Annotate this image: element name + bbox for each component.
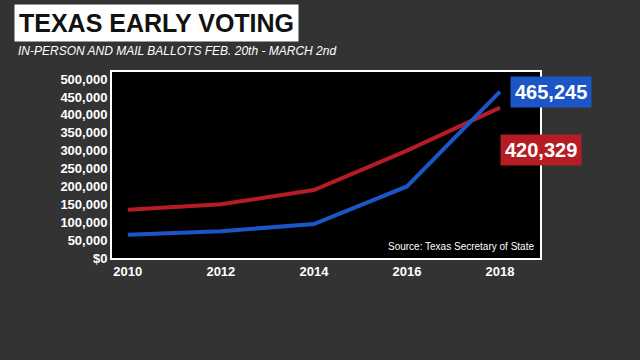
svg-text:400,000: 400,000 (60, 107, 107, 122)
svg-text:2016: 2016 (392, 264, 421, 279)
svg-text:50,000: 50,000 (68, 233, 108, 248)
svg-text:2014: 2014 (299, 264, 329, 279)
svg-text:250,000: 250,000 (60, 161, 107, 176)
svg-text:IN-PERSON AND MAIL BALLOTS FEB: IN-PERSON AND MAIL BALLOTS FEB. 20th - M… (18, 44, 336, 58)
svg-text:Source: Texas Secretary of Sta: Source: Texas Secretary of State (388, 241, 534, 252)
svg-text:465,245: 465,245 (515, 81, 587, 103)
svg-text:$0: $0 (93, 251, 107, 266)
svg-text:2010: 2010 (113, 264, 142, 279)
svg-text:500,000: 500,000 (60, 72, 107, 87)
svg-text:200,000: 200,000 (60, 179, 107, 194)
svg-text:350,000: 350,000 (60, 125, 107, 140)
svg-text:2018: 2018 (486, 264, 515, 279)
svg-text:TEXAS EARLY VOTING: TEXAS EARLY VOTING (19, 9, 294, 37)
svg-text:2012: 2012 (206, 264, 235, 279)
svg-text:150,000: 150,000 (60, 197, 107, 212)
svg-text:420,329: 420,329 (505, 139, 577, 161)
svg-text:450,000: 450,000 (60, 90, 107, 105)
svg-text:100,000: 100,000 (60, 215, 107, 230)
svg-text:300,000: 300,000 (60, 143, 107, 158)
